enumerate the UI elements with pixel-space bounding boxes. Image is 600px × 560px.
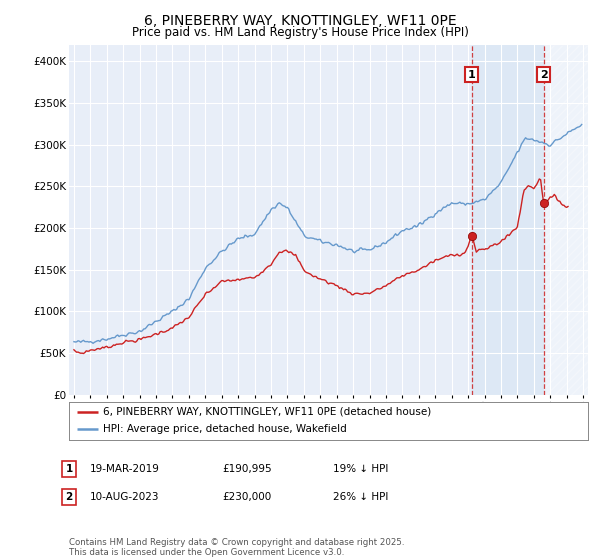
- Text: Price paid vs. HM Land Registry's House Price Index (HPI): Price paid vs. HM Land Registry's House …: [131, 26, 469, 39]
- Text: HPI: Average price, detached house, Wakefield: HPI: Average price, detached house, Wake…: [103, 424, 346, 435]
- Bar: [544, 45, 588, 395]
- Text: £230,000: £230,000: [222, 492, 271, 502]
- Text: 1: 1: [65, 464, 73, 474]
- Text: 6, PINEBERRY WAY, KNOTTINGLEY, WF11 0PE: 6, PINEBERRY WAY, KNOTTINGLEY, WF11 0PE: [143, 14, 457, 28]
- Text: £190,995: £190,995: [222, 464, 272, 474]
- Bar: [472, 45, 544, 395]
- Text: 26% ↓ HPI: 26% ↓ HPI: [333, 492, 388, 502]
- Text: 19-MAR-2019: 19-MAR-2019: [90, 464, 160, 474]
- Text: 10-AUG-2023: 10-AUG-2023: [90, 492, 160, 502]
- Text: 2: 2: [540, 69, 548, 80]
- Text: 6, PINEBERRY WAY, KNOTTINGLEY, WF11 0PE (detached house): 6, PINEBERRY WAY, KNOTTINGLEY, WF11 0PE …: [103, 407, 431, 417]
- Text: 1: 1: [468, 69, 476, 80]
- Text: Contains HM Land Registry data © Crown copyright and database right 2025.
This d: Contains HM Land Registry data © Crown c…: [69, 538, 404, 557]
- Bar: [544, 45, 588, 395]
- Text: 2: 2: [65, 492, 73, 502]
- Text: 19% ↓ HPI: 19% ↓ HPI: [333, 464, 388, 474]
